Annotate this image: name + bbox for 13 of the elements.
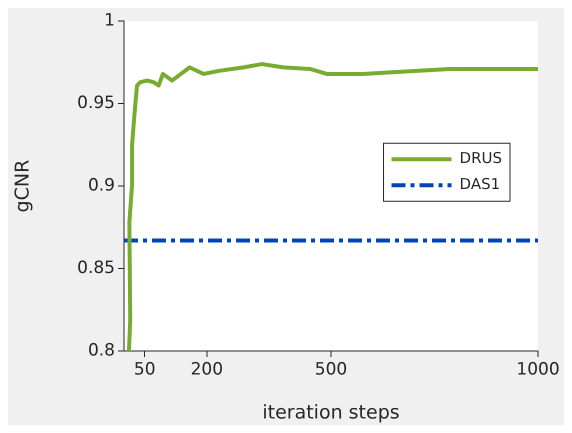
legend-label: DAS1 xyxy=(460,175,500,194)
y-axis-title: gCNR xyxy=(11,160,34,212)
x-tick-label: 200 xyxy=(190,360,224,380)
x-tick-label: 1000 xyxy=(516,360,560,380)
y-tick-label: 0.9 xyxy=(88,176,115,196)
x-tick-label: 500 xyxy=(314,360,348,380)
y-tick-label: 0.95 xyxy=(77,93,115,114)
legend-label: DRUS xyxy=(460,149,502,168)
x-tick-label: 50 xyxy=(134,360,156,380)
x-axis-title: iteration steps xyxy=(262,402,400,424)
y-tick-label: 0.85 xyxy=(77,258,115,278)
y-tick-label: 1 xyxy=(104,10,115,31)
y-tick-label: 0.8 xyxy=(88,340,115,360)
